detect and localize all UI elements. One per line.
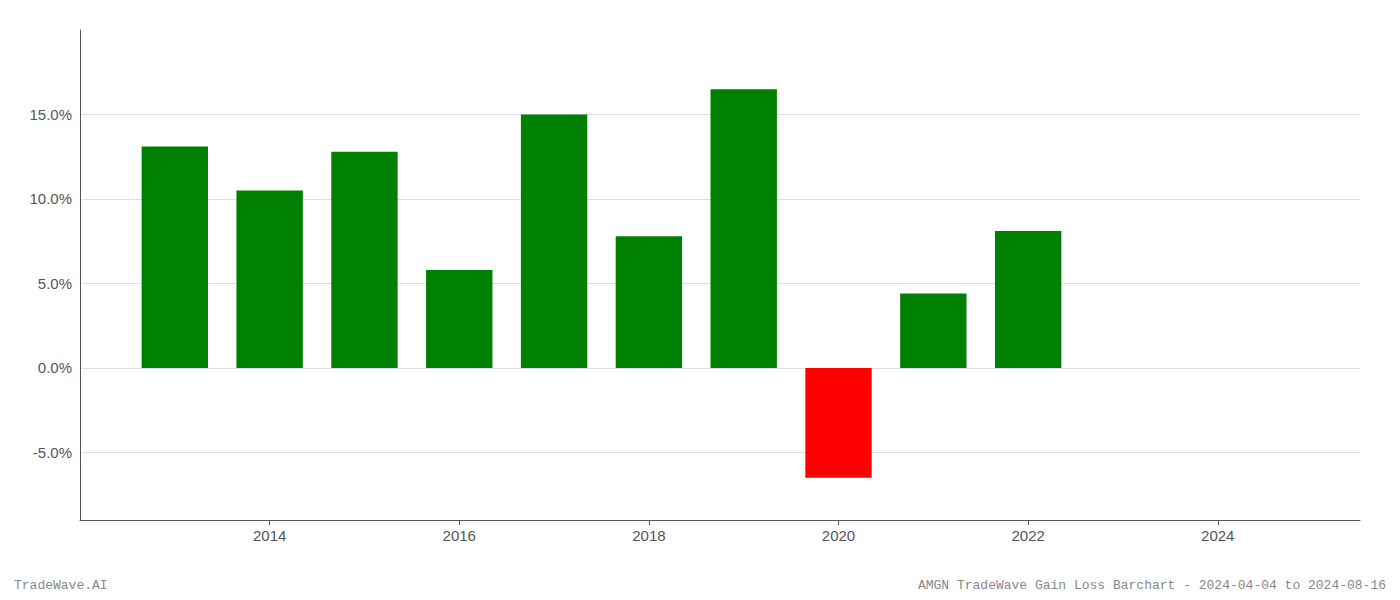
svg-text:AMGN TradeWave Gain Loss Barch: AMGN TradeWave Gain Loss Barchart - 2024… bbox=[918, 578, 1386, 593]
svg-text:2020: 2020 bbox=[822, 527, 855, 544]
svg-text:-5.0%: -5.0% bbox=[33, 444, 72, 461]
svg-text:2014: 2014 bbox=[253, 527, 286, 544]
svg-text:2022: 2022 bbox=[1011, 527, 1044, 544]
svg-text:5.0%: 5.0% bbox=[38, 275, 72, 292]
svg-text:TradeWave.AI: TradeWave.AI bbox=[14, 578, 108, 593]
svg-text:10.0%: 10.0% bbox=[29, 190, 72, 207]
svg-text:0.0%: 0.0% bbox=[38, 359, 72, 376]
svg-text:2024: 2024 bbox=[1201, 527, 1234, 544]
svg-text:2016: 2016 bbox=[443, 527, 476, 544]
svg-text:2018: 2018 bbox=[632, 527, 665, 544]
svg-text:15.0%: 15.0% bbox=[29, 106, 72, 123]
